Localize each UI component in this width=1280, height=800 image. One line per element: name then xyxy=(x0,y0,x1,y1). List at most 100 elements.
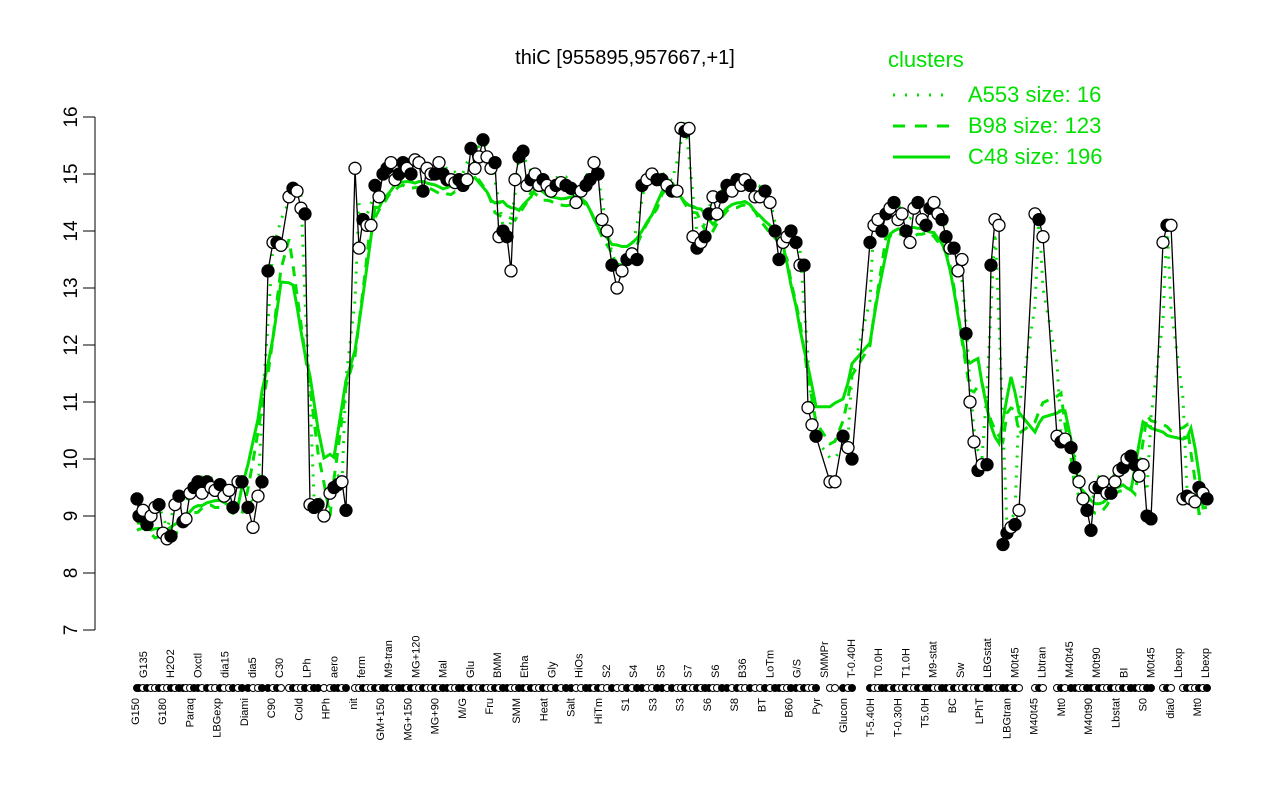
y-axis: 7 8 9 10 11 12 13 14 15 16 xyxy=(61,106,96,636)
data-point xyxy=(476,133,490,147)
data-point xyxy=(710,207,724,221)
data-point xyxy=(246,520,260,535)
data-point xyxy=(416,184,430,198)
x-tick-label-bottom: G150 xyxy=(130,698,142,725)
data-point xyxy=(743,178,757,193)
data-point xyxy=(1164,218,1178,232)
data-point xyxy=(335,475,349,489)
x-axis-marker xyxy=(1147,684,1155,692)
data-point xyxy=(863,235,877,250)
data-point xyxy=(600,224,614,238)
x-tick-label-bottom: HPh xyxy=(321,698,333,719)
data-point xyxy=(836,429,850,443)
x-tick-label-top: B36 xyxy=(737,658,749,678)
x-tick-label-top: SMMPr xyxy=(819,641,831,678)
y-tick-label: 11 xyxy=(61,392,82,412)
x-tick-label-top: Oxctl xyxy=(193,653,205,678)
data-point xyxy=(911,195,925,210)
data-point xyxy=(595,212,609,227)
x-tick-label-top: C30 xyxy=(274,658,286,678)
x-tick-label-top: Lbexp xyxy=(1200,648,1212,678)
x-axis-marker xyxy=(812,684,820,692)
data-point xyxy=(895,207,909,221)
y-tick-label: 8 xyxy=(61,568,82,579)
y-tick-label: 7 xyxy=(61,625,82,636)
data-point xyxy=(1068,460,1082,475)
chart-title: thiC [955895,957667,+1] xyxy=(515,47,735,69)
x-tick-label-bottom: Pyr xyxy=(811,698,823,715)
x-tick-label-top: H2O2 xyxy=(165,649,177,678)
data-point xyxy=(605,258,619,272)
x-tick-label-top: ferm xyxy=(356,656,368,678)
data-point xyxy=(939,230,953,244)
data-point xyxy=(504,264,518,278)
data-point xyxy=(967,435,981,449)
y-tick-label: 9 xyxy=(61,511,82,522)
x-tick-label-top: M0t45 xyxy=(1009,647,1021,678)
data-point xyxy=(899,224,913,238)
data-point xyxy=(298,207,312,221)
data-point xyxy=(1096,475,1110,489)
cluster-c48-line xyxy=(136,175,1208,532)
y-tick-label: 14 xyxy=(61,220,82,242)
data-point xyxy=(591,167,605,181)
x-tick-label-bottom: LPhT xyxy=(974,698,986,725)
x-tick-label-bottom: T-5.40H xyxy=(865,698,877,737)
x-tick-label-top: dia15 xyxy=(220,651,232,678)
x-tick-label-top: T0.0H xyxy=(873,648,885,678)
x-tick-label-top: Etha xyxy=(519,654,531,678)
x-tick-label-bottom: GM+150 xyxy=(375,698,387,741)
x-tick-label-top: T-0.40H xyxy=(846,639,858,678)
data-point xyxy=(763,195,777,210)
x-tick-label-top: T1.0H xyxy=(901,648,913,678)
x-tick-label-bottom: BT xyxy=(756,698,768,712)
data-point xyxy=(772,252,786,267)
x-tick-label-bottom: S3 xyxy=(647,698,659,711)
data-point xyxy=(1132,469,1146,483)
data-point xyxy=(352,241,366,255)
x-tick-label-top: M9-stat xyxy=(928,641,940,678)
x-tick-label-bottom: BC xyxy=(947,698,959,713)
x-axis-marker xyxy=(342,684,350,692)
data-point xyxy=(875,224,889,238)
data-point xyxy=(801,401,815,415)
x-tick-label-bottom: B60 xyxy=(784,698,796,718)
x-tick-label-bottom: nit xyxy=(348,698,360,710)
x-tick-label-top: BI xyxy=(1118,668,1130,678)
x-tick-label-top: M9-tran xyxy=(383,640,395,678)
x-tick-label-bottom: S8 xyxy=(729,698,741,711)
data-point xyxy=(715,190,729,204)
x-tick-label-bottom: Fru xyxy=(484,698,496,715)
data-point xyxy=(828,475,842,489)
data-point xyxy=(348,161,362,175)
x-tick-label-top: LPh xyxy=(301,658,313,678)
data-point xyxy=(317,509,331,523)
data-point xyxy=(682,121,696,136)
data-point xyxy=(845,452,859,466)
y-tick-label: 13 xyxy=(61,277,82,298)
data-point xyxy=(404,167,418,181)
data-point xyxy=(797,258,811,272)
data-point xyxy=(959,326,973,341)
legend-entry-c48: C48 size: 196 xyxy=(968,144,1103,169)
x-axis-marker xyxy=(1203,684,1211,692)
data-point xyxy=(464,141,478,156)
x-tick-label-bottom: Diami xyxy=(239,698,251,726)
x-axis-marker xyxy=(1167,684,1175,692)
data-point xyxy=(255,475,269,489)
x-tick-label-bottom: dia0 xyxy=(1165,698,1177,719)
x-tick-label-top: M40t45 xyxy=(1064,641,1076,678)
x-tick-label-top: LBGstat xyxy=(982,638,994,678)
x-tick-label-bottom: MG+150 xyxy=(402,698,414,741)
data-point xyxy=(164,529,178,543)
data-point xyxy=(432,155,446,170)
data-point xyxy=(1008,517,1022,532)
x-axis-marker xyxy=(277,684,285,692)
data-point xyxy=(130,492,144,506)
data-point xyxy=(789,235,803,250)
data-point xyxy=(980,458,994,472)
data-point xyxy=(963,395,977,409)
data-point xyxy=(152,497,166,512)
